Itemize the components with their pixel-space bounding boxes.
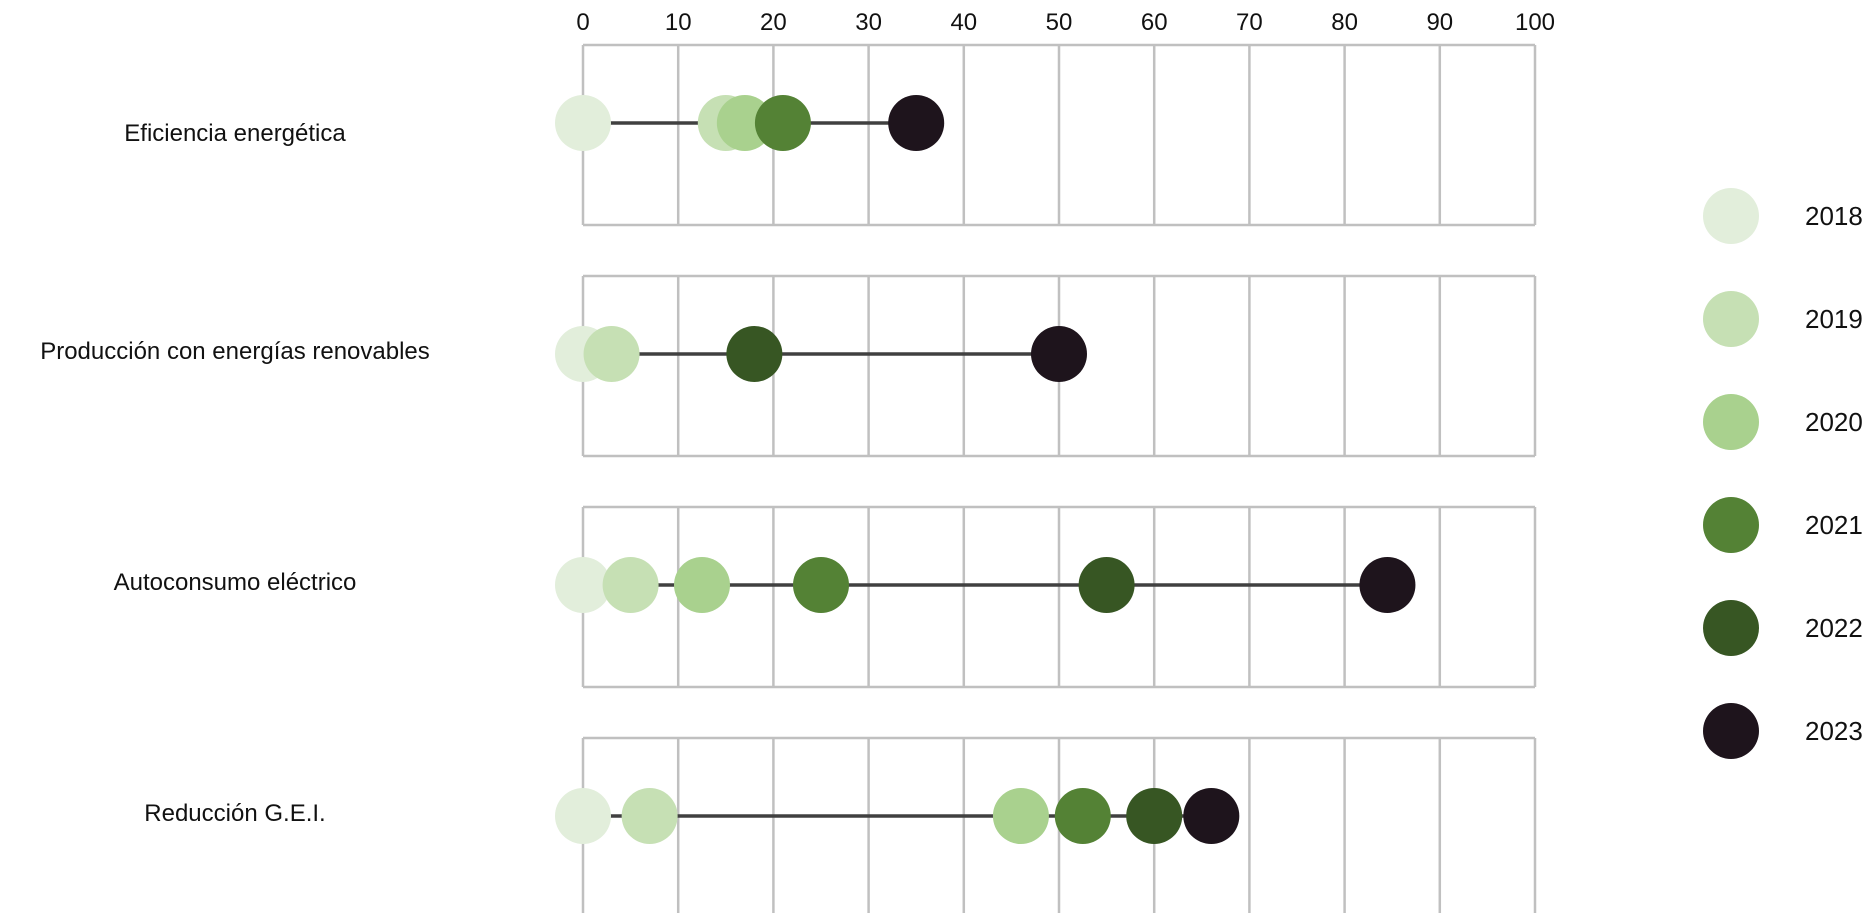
data-point-2021	[793, 557, 849, 613]
legend-label: 2020	[1805, 407, 1863, 437]
legend-marker	[1703, 291, 1759, 347]
connector-lines	[583, 121, 1388, 818]
data-point-2019	[602, 557, 659, 613]
data-point-2020	[674, 557, 730, 613]
data-point-2019	[583, 326, 640, 382]
x-tick-label: 0	[576, 9, 589, 36]
category-label: Autoconsumo eléctrico	[113, 569, 357, 596]
legend-label: 2018	[1805, 201, 1863, 231]
legend-marker	[1703, 703, 1759, 759]
x-tick-label: 80	[1331, 9, 1358, 36]
data-point-2023	[1183, 788, 1240, 844]
legend-marker	[1703, 600, 1759, 656]
data-point-2022	[1126, 788, 1183, 844]
x-tick-label: 100	[1515, 9, 1555, 36]
legend-marker	[1703, 497, 1759, 553]
legend: 2018 2019 2020 2021 2022 2023	[1703, 188, 1863, 759]
x-tick-label: 70	[1236, 9, 1263, 36]
x-tick-label: 40	[950, 9, 977, 36]
data-point-2020	[992, 788, 1049, 844]
x-tick-label: 30	[855, 9, 882, 36]
legend-marker	[1703, 188, 1759, 244]
category-label: Producción con energías renovables	[40, 338, 430, 365]
data-point-2022	[726, 326, 783, 382]
data-point-2023	[1031, 326, 1087, 382]
x-tick-label: 50	[1046, 9, 1073, 36]
data-point-2018	[555, 95, 611, 151]
legend-label: 2021	[1805, 510, 1863, 540]
legend-label: 2019	[1805, 304, 1863, 334]
data-point-2022	[1078, 557, 1135, 613]
legend-label: 2022	[1805, 613, 1863, 643]
data-point-2023	[1359, 557, 1416, 613]
data-point-2018	[555, 788, 611, 844]
category-label: Reducción G.E.I.	[144, 800, 326, 827]
legend-marker	[1703, 394, 1759, 450]
data-point-2023	[888, 95, 945, 151]
grid-layer	[581, 43, 1537, 913]
data-point-2021	[1054, 788, 1111, 844]
legend-label: 2023	[1805, 716, 1863, 746]
data-point-2018	[555, 557, 611, 613]
x-tick-label: 20	[760, 9, 787, 36]
x-tick-label: 10	[665, 9, 692, 36]
x-tick-label: 60	[1141, 9, 1168, 36]
category-label: Eficiencia energética	[124, 120, 346, 147]
x-tick-label: 90	[1426, 9, 1453, 36]
x-axis-ticks: 0 10 20 30 40 50 60 70 80 90 100	[576, 9, 1555, 36]
data-points	[555, 95, 1416, 844]
data-point-2021	[754, 95, 811, 151]
data-point-2019	[621, 788, 678, 844]
